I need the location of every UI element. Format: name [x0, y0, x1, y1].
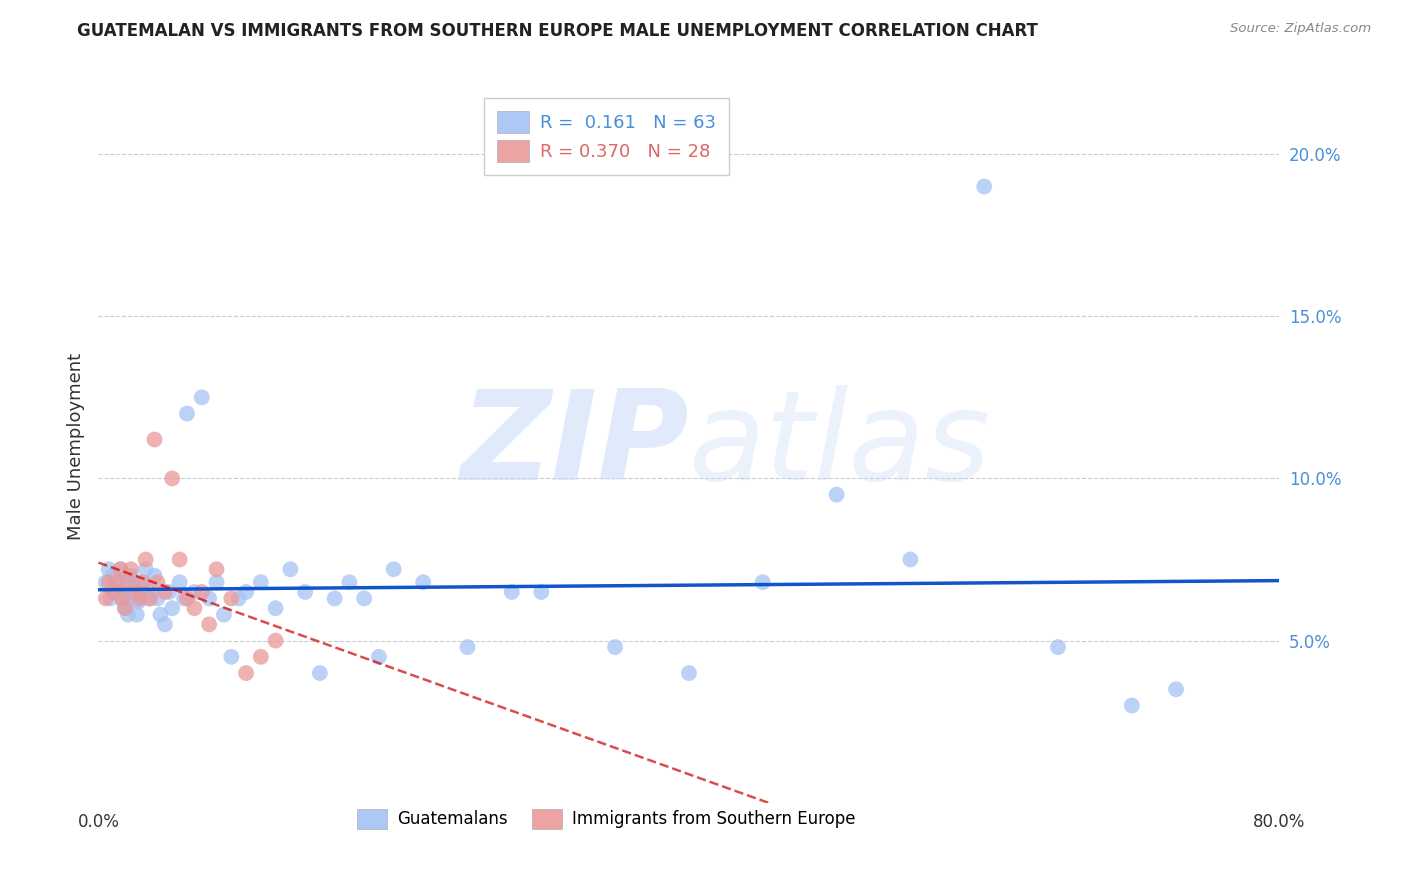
Point — [143, 433, 166, 447]
Point — [105, 585, 128, 599]
Point — [162, 601, 183, 615]
Y-axis label: Male Unemployment: Male Unemployment — [66, 352, 84, 540]
Point — [1121, 698, 1143, 713]
Point — [135, 552, 157, 566]
Point — [205, 562, 228, 576]
Point — [368, 649, 391, 664]
Point — [169, 552, 191, 566]
Point — [1166, 682, 1188, 697]
Point — [139, 591, 162, 606]
Point — [169, 575, 191, 590]
Point — [412, 575, 434, 590]
Point — [111, 591, 134, 606]
Point — [107, 575, 129, 590]
Point — [339, 575, 361, 590]
Point — [309, 666, 332, 681]
Point — [973, 179, 995, 194]
Point — [382, 562, 405, 576]
Point — [149, 607, 172, 622]
Point — [97, 562, 120, 576]
Point — [120, 568, 142, 582]
Point — [117, 607, 139, 622]
Point — [157, 585, 180, 599]
Point — [752, 575, 775, 590]
Point — [98, 591, 121, 606]
Point — [198, 591, 221, 606]
Point — [198, 617, 221, 632]
Point — [97, 575, 120, 590]
Point — [146, 575, 169, 590]
Legend: Guatemalans, Immigrants from Southern Europe: Guatemalans, Immigrants from Southern Eu… — [349, 800, 865, 838]
Text: ZIP: ZIP — [460, 385, 689, 507]
Point — [114, 601, 136, 615]
Point — [457, 640, 479, 654]
Point — [110, 562, 132, 576]
Point — [176, 591, 198, 606]
Point — [176, 407, 198, 421]
Point — [250, 575, 273, 590]
Point — [235, 585, 257, 599]
Point — [124, 591, 146, 606]
Point — [143, 568, 166, 582]
Point — [118, 585, 141, 599]
Point — [127, 595, 149, 609]
Point — [191, 390, 214, 404]
Point — [264, 633, 287, 648]
Point — [117, 575, 139, 590]
Point — [120, 562, 142, 576]
Point — [146, 591, 169, 606]
Point — [153, 585, 176, 599]
Point — [280, 562, 302, 576]
Point — [115, 591, 138, 606]
Point — [112, 595, 135, 609]
Point — [605, 640, 627, 654]
Point — [183, 601, 205, 615]
Point — [221, 591, 243, 606]
Point — [111, 585, 134, 599]
Point — [153, 617, 176, 632]
Point — [138, 591, 160, 606]
Point — [124, 585, 146, 599]
Point — [900, 552, 922, 566]
Text: GUATEMALAN VS IMMIGRANTS FROM SOUTHERN EUROPE MALE UNEMPLOYMENT CORRELATION CHAR: GUATEMALAN VS IMMIGRANTS FROM SOUTHERN E… — [77, 22, 1038, 40]
Point — [103, 568, 125, 582]
Point — [94, 575, 117, 590]
Point — [250, 649, 273, 664]
Point — [128, 585, 150, 599]
Text: atlas: atlas — [689, 385, 991, 507]
Point — [235, 666, 257, 681]
Point — [105, 575, 128, 590]
Point — [121, 575, 143, 590]
Point — [323, 591, 346, 606]
Point — [228, 591, 250, 606]
Point — [530, 585, 553, 599]
Point — [114, 601, 136, 615]
Point — [103, 585, 125, 599]
Point — [125, 607, 148, 622]
Point — [501, 585, 523, 599]
Point — [94, 591, 117, 606]
Point — [132, 575, 155, 590]
Point — [205, 575, 228, 590]
Point — [128, 591, 150, 606]
Point — [264, 601, 287, 615]
Point — [678, 666, 700, 681]
Point — [221, 649, 243, 664]
Point — [294, 585, 316, 599]
Point — [132, 575, 155, 590]
Point — [173, 591, 195, 606]
Point — [353, 591, 375, 606]
Point — [825, 488, 848, 502]
Point — [110, 562, 132, 576]
Point — [1046, 640, 1070, 654]
Point — [135, 562, 157, 576]
Point — [183, 585, 205, 599]
Text: Source: ZipAtlas.com: Source: ZipAtlas.com — [1230, 22, 1371, 36]
Point — [191, 585, 214, 599]
Point — [212, 607, 235, 622]
Point — [139, 585, 162, 599]
Point — [162, 471, 183, 485]
